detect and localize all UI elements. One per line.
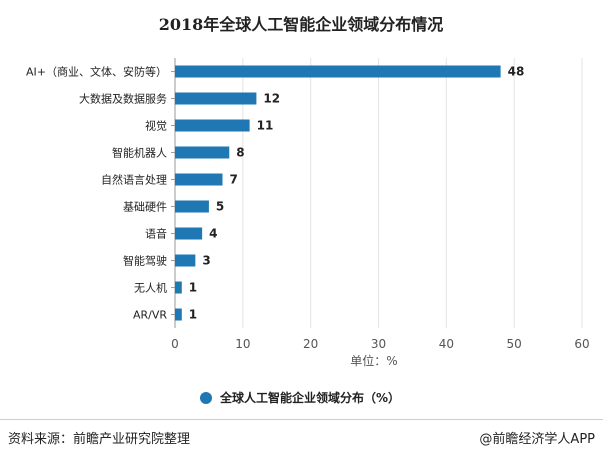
x-tick-label: 10 — [235, 337, 250, 351]
bar — [175, 281, 182, 294]
bars — [175, 65, 501, 321]
bar-value-label: 48 — [508, 65, 525, 79]
y-category-label: 大数据及数据服务 — [79, 92, 167, 106]
bar-value-label: 7 — [229, 173, 237, 187]
bar-value-label: 3 — [202, 254, 210, 268]
bar — [175, 65, 501, 78]
y-category-label: 智能驾驶 — [123, 254, 167, 268]
bar — [175, 227, 203, 240]
bar-value-label: 1 — [189, 308, 197, 322]
bar — [175, 146, 230, 159]
x-tick-label: 50 — [507, 337, 522, 351]
x-tick-label: 20 — [303, 337, 318, 351]
legend-label: 全球人工智能企业领域分布（%） — [219, 390, 400, 405]
bar — [175, 119, 250, 132]
y-category-label: 语音 — [145, 227, 167, 241]
bar-value-label: 5 — [216, 200, 224, 214]
x-tick-label: 0 — [171, 337, 179, 351]
bar — [175, 92, 257, 105]
y-category-label: 无人机 — [134, 281, 167, 295]
bar — [175, 308, 182, 321]
x-axis-tick-labels: 0 10 20 30 40 50 60 — [171, 337, 589, 351]
legend-marker — [200, 392, 212, 404]
y-axis-labels: AI+（商业、文体、安防等） 大数据及数据服务视觉智能机器人自然语言处理基础硬件语… — [26, 65, 175, 322]
y-category-label: AR/VR — [133, 309, 167, 322]
y-category-label: 自然语言处理 — [101, 173, 167, 187]
y-category-label: AI+（商业、文体、安防等） — [26, 65, 167, 79]
bar — [175, 173, 223, 186]
bar — [175, 254, 196, 267]
bar-value-label: 11 — [257, 119, 274, 133]
bar-value-label: 1 — [189, 281, 197, 295]
bar — [175, 200, 209, 213]
bar-value-label: 4 — [209, 227, 217, 241]
bar-value-label: 12 — [263, 92, 280, 106]
source-note: 资料来源：前瞻产业研究院整理 — [8, 432, 191, 447]
x-tick-label: 60 — [574, 337, 589, 351]
chart-title: 2018年全球人工智能企业领域分布情况 — [159, 15, 444, 34]
x-axis-label: 单位：% — [350, 353, 397, 368]
y-category-label: 基础硬件 — [123, 201, 167, 214]
brand-credit: @前瞻经济学人APP — [479, 432, 595, 447]
x-tick-label: 30 — [371, 337, 386, 351]
legend: 全球人工智能企业领域分布（%） — [200, 390, 400, 405]
y-category-label: 视觉 — [145, 119, 167, 133]
footer: 资料来源：前瞻产业研究院整理 @前瞻经济学人APP — [0, 419, 603, 450]
x-tick-label: 40 — [439, 337, 454, 351]
y-category-label: 智能机器人 — [112, 146, 167, 160]
bar-value-label: 8 — [236, 146, 244, 160]
